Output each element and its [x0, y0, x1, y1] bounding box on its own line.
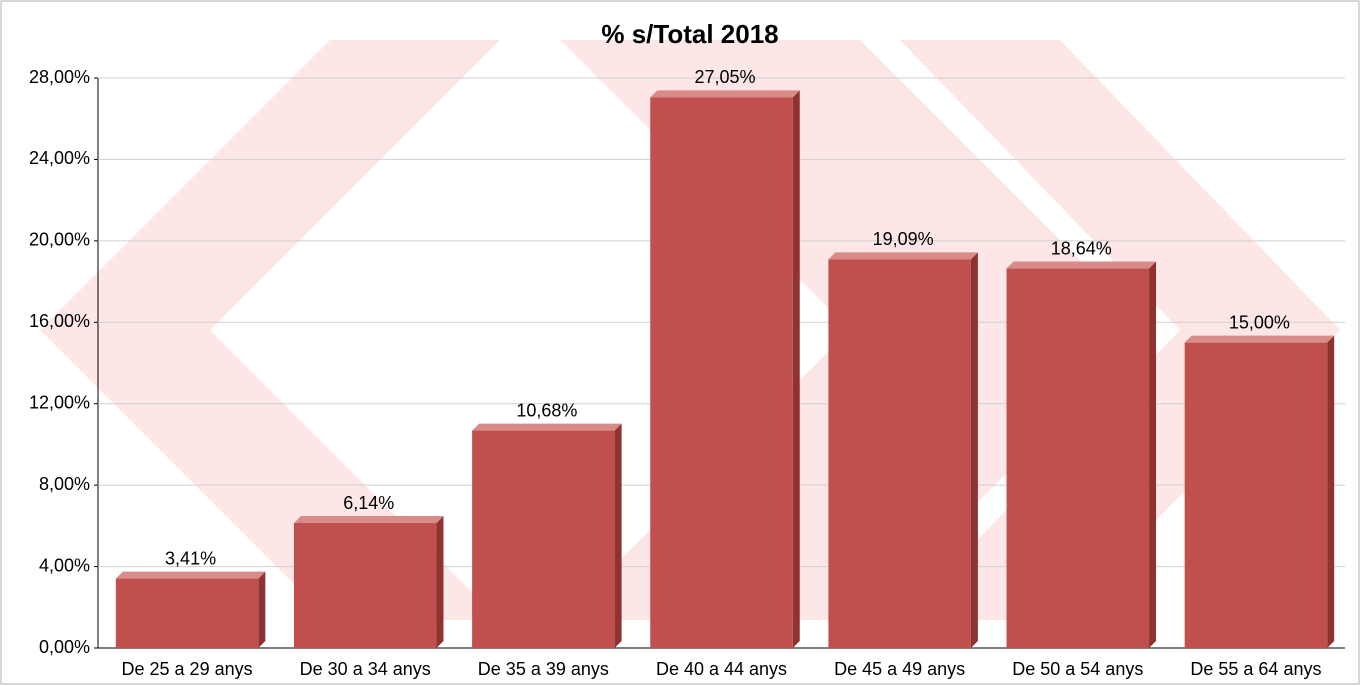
bar-side [436, 516, 444, 648]
bar-top [472, 423, 622, 431]
bar [472, 430, 615, 648]
y-tick-label: 16,00% [29, 311, 90, 331]
bar [1006, 268, 1150, 648]
x-tick-label: De 25 a 29 anys [122, 659, 253, 679]
bar [828, 259, 971, 648]
bar-top [1184, 335, 1335, 343]
bar-top [293, 516, 444, 524]
bar [115, 578, 259, 648]
y-tick-label: 12,00% [29, 392, 90, 412]
bar-top [115, 571, 266, 579]
bar [1184, 342, 1328, 648]
value-label: 19,09% [873, 229, 934, 249]
bar [293, 523, 437, 648]
y-tick-label: 8,00% [39, 474, 90, 494]
value-label: 15,00% [1229, 312, 1290, 332]
value-label: 6,14% [343, 493, 394, 513]
bar-top [650, 90, 800, 98]
bar-top [828, 252, 978, 260]
x-tick-label: De 40 a 44 anys [656, 659, 787, 679]
bar-side [614, 423, 622, 648]
y-tick-label: 28,00% [29, 67, 90, 87]
bar-top [1006, 261, 1157, 269]
bar-side [1327, 335, 1335, 648]
watermark-shape [40, 40, 500, 620]
bar-side [258, 571, 266, 648]
x-tick-label: De 35 a 39 anys [478, 659, 609, 679]
y-tick-label: 24,00% [29, 148, 90, 168]
bar-side [1149, 261, 1157, 648]
value-label: 3,41% [165, 548, 216, 568]
y-tick-label: 20,00% [29, 230, 90, 250]
y-tick-label: 0,00% [39, 637, 90, 657]
y-tick-label: 4,00% [39, 555, 90, 575]
bar [650, 97, 793, 648]
bar-side [792, 90, 800, 648]
value-label: 18,64% [1051, 238, 1112, 258]
value-label: 10,68% [516, 400, 577, 420]
x-tick-label: De 55 a 64 anys [1190, 659, 1321, 679]
value-label: 27,05% [694, 67, 755, 87]
x-tick-label: De 50 a 54 anys [1012, 659, 1143, 679]
chart-title: % s/Total 2018 [601, 19, 778, 49]
x-tick-label: De 45 a 49 anys [834, 659, 965, 679]
x-tick-label: De 30 a 34 anys [300, 659, 431, 679]
bar-side [970, 252, 978, 648]
